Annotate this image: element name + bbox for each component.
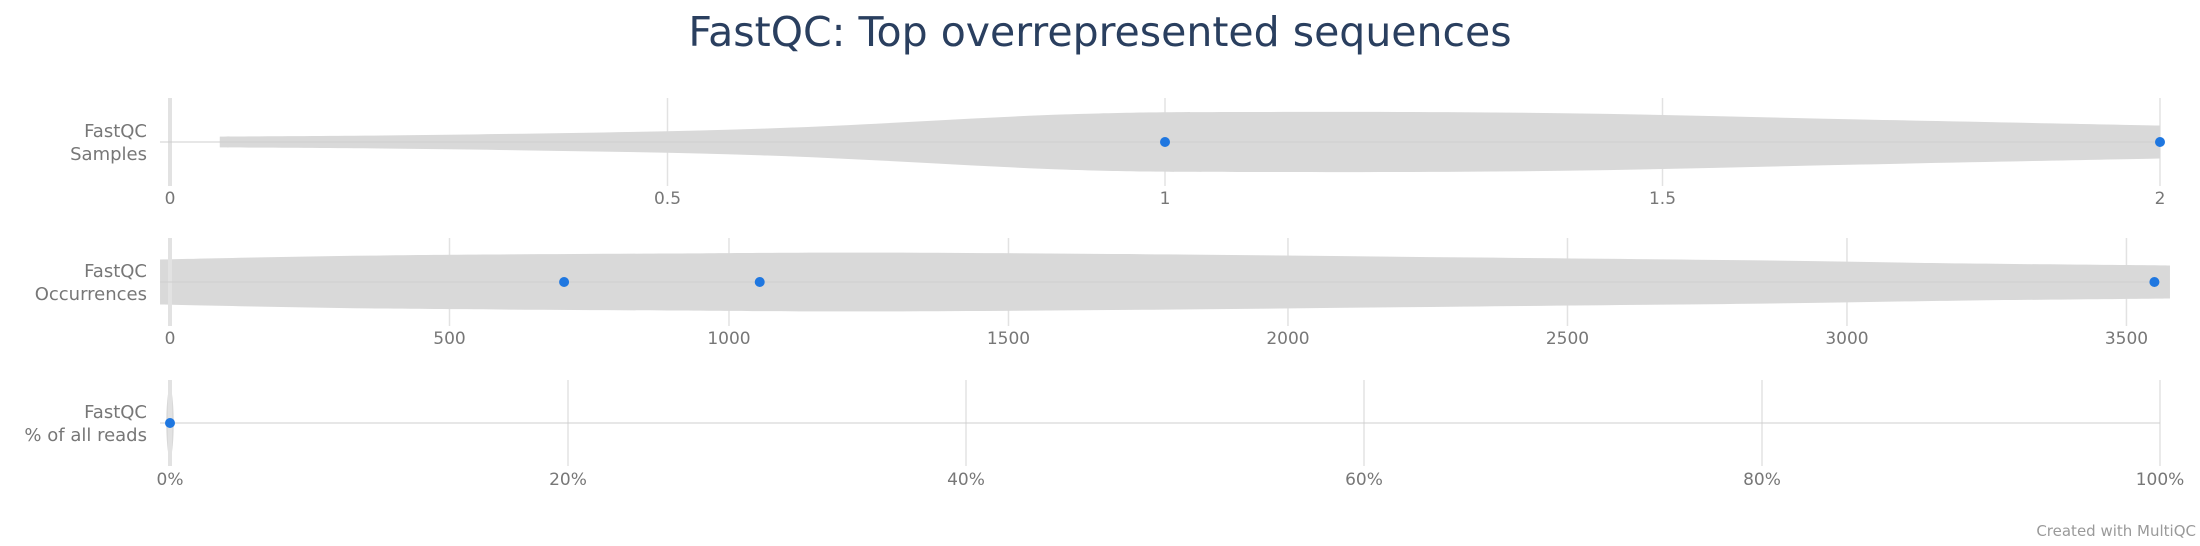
row-label: % of all reads	[24, 425, 147, 446]
row-label: FastQC	[84, 402, 147, 423]
data-point	[754, 277, 765, 287]
tick-label: 0	[165, 329, 176, 349]
tick-label: 1500	[987, 329, 1030, 349]
data-point	[1160, 137, 1170, 147]
page-title: FastQC: Top overrepresented sequences	[688, 8, 1512, 56]
tick-label: 3000	[1825, 329, 1868, 349]
tick-label: 60%	[1345, 470, 1383, 490]
tick-label: 0.5	[654, 189, 681, 209]
tick-label: 20%	[549, 470, 587, 490]
tick-label: 40%	[947, 470, 985, 490]
tick-label: 100%	[2136, 470, 2185, 490]
tick-label: 2000	[1266, 329, 1309, 349]
tick-label: 1.5	[1649, 189, 1676, 209]
tick-label: 2500	[1546, 329, 1589, 349]
tick-label: 1000	[707, 329, 750, 349]
data-point	[2149, 277, 2160, 287]
tick-label: 80%	[1743, 470, 1781, 490]
data-point	[2155, 137, 2165, 147]
tick-label: 1	[1160, 189, 1171, 209]
tick-label: 500	[433, 329, 465, 349]
multiqc-credit: Created with MultiQC	[2036, 522, 2196, 540]
row-label: FastQC	[84, 121, 147, 142]
tick-label: 0%	[157, 470, 184, 490]
row-label: Occurrences	[35, 284, 147, 305]
tick-label: 0	[165, 189, 176, 209]
data-point	[559, 277, 570, 287]
row-label: Samples	[70, 144, 147, 165]
tick-label: 3500	[2105, 329, 2148, 349]
row-label: FastQC	[84, 261, 147, 282]
tick-label: 2	[2155, 189, 2166, 209]
data-point	[165, 418, 175, 428]
